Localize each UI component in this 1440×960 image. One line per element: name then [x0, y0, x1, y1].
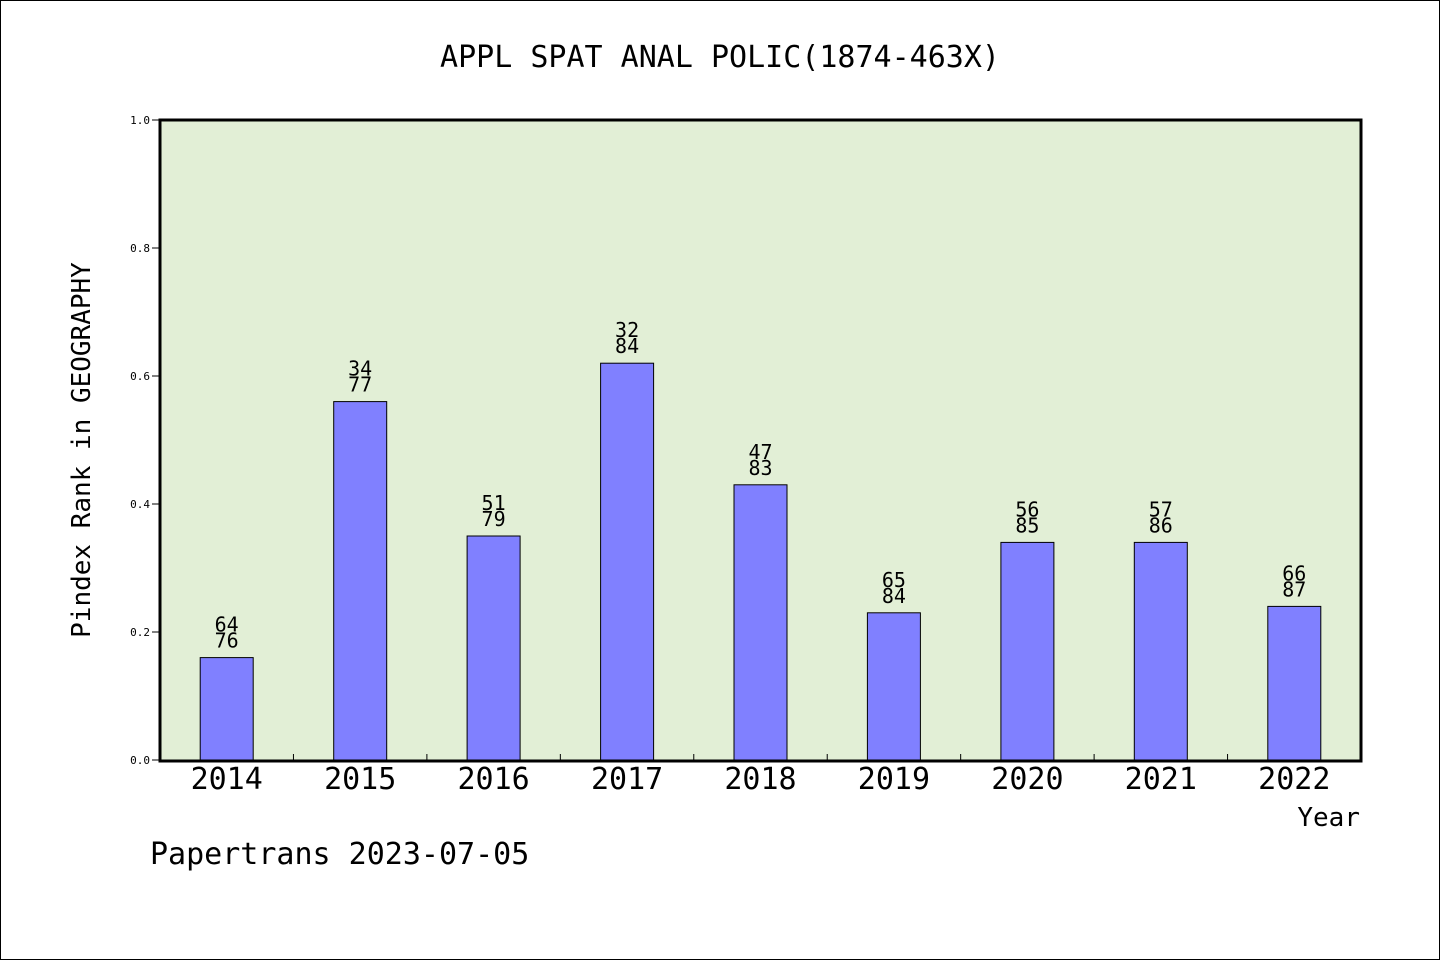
data-label-top: 57: [1149, 497, 1173, 521]
x-tick-label: 2021: [1125, 762, 1197, 797]
bar-2021: [1133, 541, 1188, 761]
y-tick-label: 0.6: [130, 370, 150, 383]
x-axis-ticks: 2014 2015 2016 2017 2018 2019 2020 2021 2022: [191, 754, 1330, 797]
data-label-bottom: 79: [482, 507, 506, 531]
x-tick-label: 2015: [324, 762, 396, 797]
bar-2022: [1267, 605, 1322, 761]
y-tick-label: 0.4: [130, 498, 150, 511]
data-label-top: 34: [348, 357, 372, 381]
data-label-top: 32: [615, 318, 639, 342]
data-label-top: 66: [1282, 561, 1306, 585]
x-tick-label: 2020: [991, 762, 1063, 797]
y-tick-label: 0.0: [130, 754, 150, 767]
data-label-top: 65: [882, 568, 906, 592]
x-tick-label: 2014: [191, 762, 263, 797]
y-axis-ticks: 0.0 0.2 0.4 0.6 0.8 1.0: [130, 114, 160, 767]
data-label-top: 64: [215, 613, 239, 637]
data-label-bottom: 86: [1149, 513, 1173, 537]
y-axis-label: Pindex Rank in GEOGRAPHY: [67, 262, 97, 638]
bar-2016: [466, 535, 521, 761]
x-tick-label: 2016: [457, 762, 529, 797]
data-label-bottom: 84: [615, 334, 639, 358]
data-label-bottom: 87: [1282, 577, 1306, 601]
x-tick-label: 2017: [591, 762, 663, 797]
data-label-bottom: 83: [748, 456, 772, 480]
x-tick-label: 2018: [724, 762, 796, 797]
bar-2017: [600, 362, 655, 761]
data-label-bottom: 85: [1015, 513, 1039, 537]
chart-title: APPL SPAT ANAL POLIC(1874-463X): [440, 40, 1000, 75]
data-label-bottom: 77: [348, 373, 372, 397]
bar-2015: [333, 401, 388, 761]
y-tick-label: 1.0: [130, 114, 150, 127]
data-label-bottom: 84: [882, 584, 906, 608]
footer-credit: Papertrans 2023-07-05: [150, 837, 529, 872]
y-tick-label: 0.8: [130, 242, 150, 255]
bar-2018: [733, 484, 788, 761]
data-label-bottom: 76: [215, 629, 239, 653]
bar-2019: [866, 612, 921, 761]
x-tick-label: 2019: [858, 762, 930, 797]
y-tick-label: 0.2: [130, 626, 150, 639]
x-tick-label: 2022: [1258, 762, 1330, 797]
data-label-top: 56: [1015, 497, 1039, 521]
data-label-top: 51: [482, 491, 506, 515]
bar-2020: [1000, 541, 1055, 761]
bar-2014: [199, 657, 254, 761]
x-axis-label: Year: [1297, 803, 1360, 833]
data-label-top: 47: [748, 440, 772, 464]
